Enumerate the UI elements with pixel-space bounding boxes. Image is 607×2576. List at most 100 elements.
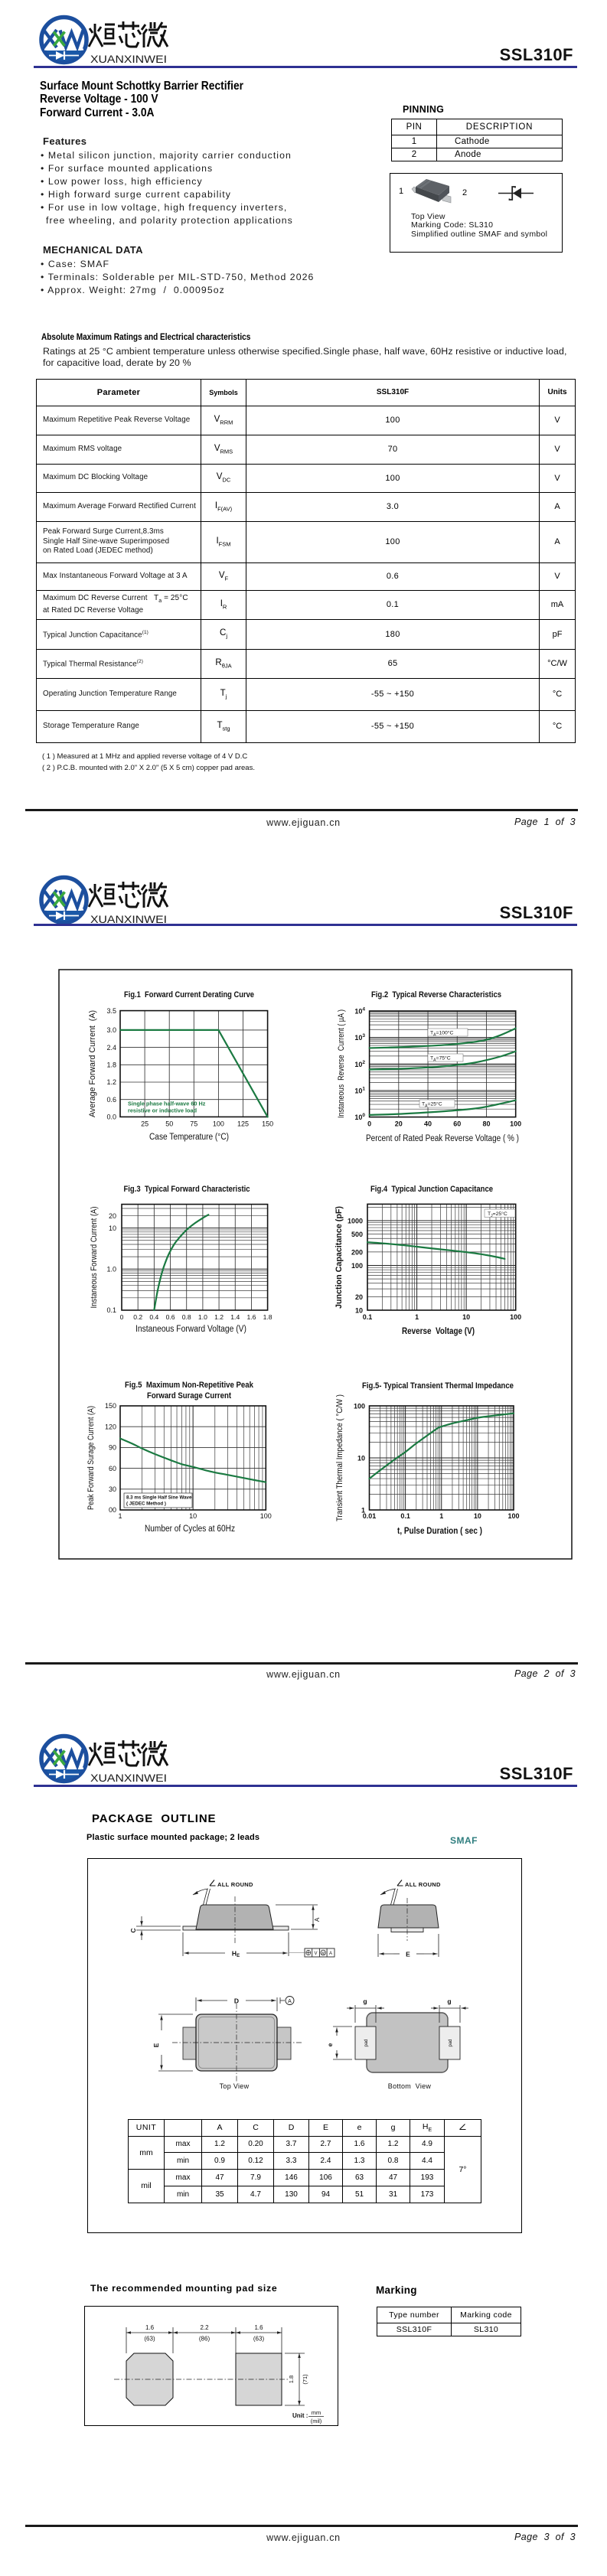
svg-text:Case Temperature (°C): Case Temperature (°C) [149, 1133, 229, 1142]
svg-text:104: 104 [354, 1007, 365, 1016]
svg-text:3.0: 3.0 [106, 1026, 116, 1034]
svg-text:0.4: 0.4 [149, 1313, 158, 1321]
svg-text:( JEDEC Method ): ( JEDEC Method ) [126, 1502, 166, 1507]
svg-text:D: D [234, 1997, 239, 2005]
svg-text:1.8: 1.8 [263, 1313, 272, 1321]
svg-text:Single phase half-wave 60 Hz: Single phase half-wave 60 Hz [128, 1101, 206, 1107]
svg-text:1.8: 1.8 [106, 1061, 116, 1069]
svg-text:100: 100 [507, 1512, 519, 1520]
svg-text:1.0: 1.0 [106, 1266, 116, 1273]
svg-text:(mil): (mil) [311, 2418, 322, 2424]
svg-text:125: 125 [237, 1120, 249, 1128]
svg-text:150: 150 [105, 1402, 116, 1410]
svg-text:60: 60 [453, 1120, 461, 1128]
svg-text:ALL ROUND: ALL ROUND [405, 1881, 441, 1888]
svg-text:Peak Forward Surage Current (A: Peak Forward Surage Current (A) [86, 1406, 96, 1510]
svg-text:(86): (86) [199, 2336, 210, 2343]
svg-text:mm: mm [312, 2409, 321, 2416]
svg-text:TA=100°C: TA=100°C [430, 1030, 454, 1038]
svg-text:60: 60 [109, 1465, 116, 1472]
svg-text:10: 10 [189, 1512, 197, 1520]
svg-text:1.8: 1.8 [288, 2375, 295, 2383]
svg-text:200: 200 [351, 1248, 363, 1256]
svg-text:M: M [321, 1952, 325, 1956]
svg-text:0.1: 0.1 [363, 1313, 373, 1321]
svg-text:E: E [152, 2043, 160, 2047]
svg-text:Transient Thermal Impedance (: Transient Thermal Impedance ( °C/W ) [335, 1394, 344, 1521]
svg-text:TA=25°C: TA=25°C [422, 1101, 442, 1109]
svg-text:1.6: 1.6 [254, 2324, 263, 2331]
svg-text:pad: pad [364, 2039, 369, 2046]
svg-text:0.2: 0.2 [133, 1313, 142, 1321]
svg-text:8.3 ms Single Half Sine Wave: 8.3 ms Single Half Sine Wave [126, 1495, 192, 1501]
svg-text:Fig.4 Typical Junction Capaci: Fig.4 Typical Junction Capacitance [370, 1185, 493, 1194]
svg-text:Junction Capacitance (pF): Junction Capacitance (pF) [335, 1206, 344, 1309]
svg-text:Fig.2 Typical Reverse Charact: Fig.2 Typical Reverse Characteristics [371, 990, 501, 999]
svg-text:10: 10 [462, 1313, 470, 1321]
svg-text:1.0: 1.0 [198, 1313, 207, 1321]
svg-text:Instaneous Forward Voltage (V): Instaneous Forward Voltage (V) [135, 1325, 246, 1334]
svg-text:3.5: 3.5 [106, 1007, 116, 1015]
svg-text:Fig.5 Maximum Non-Repetitive: Fig.5 Maximum Non-Repetitive Peak [125, 1381, 254, 1390]
svg-text:1: 1 [415, 1313, 419, 1321]
svg-text:C: C [129, 1928, 137, 1932]
svg-text:120: 120 [105, 1423, 116, 1430]
svg-text:100: 100 [354, 1113, 365, 1121]
svg-text:1: 1 [439, 1512, 443, 1520]
svg-text:2.2: 2.2 [200, 2324, 209, 2331]
svg-text:10: 10 [355, 1306, 363, 1314]
svg-text:t, Pulse Duration ( sec ): t, Pulse Duration ( sec ) [397, 1527, 482, 1536]
svg-text:0.0: 0.0 [106, 1114, 116, 1121]
svg-text:Unit :: Unit : [292, 2412, 308, 2419]
svg-text:50: 50 [165, 1120, 173, 1128]
svg-text:1.2: 1.2 [214, 1313, 224, 1321]
svg-text:80: 80 [482, 1120, 490, 1128]
svg-text:A: A [329, 1952, 332, 1956]
svg-text:90: 90 [109, 1444, 116, 1452]
svg-text:2.4: 2.4 [106, 1044, 116, 1052]
svg-text:10: 10 [474, 1512, 481, 1520]
svg-text:pad: pad [449, 2039, 453, 2046]
svg-text:102: 102 [354, 1060, 365, 1068]
svg-text:101: 101 [354, 1086, 365, 1094]
svg-text:00: 00 [109, 1506, 116, 1514]
svg-text:0.8: 0.8 [182, 1313, 191, 1321]
svg-text:100: 100 [510, 1313, 521, 1321]
svg-text:100: 100 [510, 1120, 521, 1128]
svg-text:0.1: 0.1 [400, 1512, 410, 1520]
svg-text:103: 103 [354, 1033, 365, 1042]
svg-text:ALL ROUND: ALL ROUND [217, 1881, 253, 1888]
svg-text:20: 20 [395, 1120, 403, 1128]
svg-text:20: 20 [355, 1293, 363, 1301]
svg-text:40: 40 [424, 1120, 432, 1128]
svg-text:1: 1 [361, 1506, 365, 1514]
svg-text:g: g [447, 1997, 451, 2005]
svg-text:1.6: 1.6 [145, 2324, 155, 2331]
svg-text:0.1: 0.1 [106, 1306, 116, 1314]
svg-text:A: A [288, 1999, 292, 2004]
svg-text:0.6: 0.6 [166, 1313, 175, 1321]
svg-text:(63): (63) [253, 2336, 265, 2343]
svg-text:Instaneous Forward Current (A): Instaneous Forward Current (A) [90, 1207, 99, 1309]
svg-text:75: 75 [190, 1120, 197, 1128]
svg-text:Instaneous Reverse Current (: Instaneous Reverse Current ( µA ) [337, 1009, 346, 1118]
svg-text:TJ=25°C: TJ=25°C [488, 1211, 507, 1218]
svg-text:Top View: Top View [220, 2082, 250, 2090]
svg-text:Fig.5- Typical Transient Therm: Fig.5- Typical Transient Thermal Impedan… [362, 1381, 514, 1391]
svg-text:(63): (63) [144, 2336, 155, 2343]
svg-text:resistive or inductive load: resistive or inductive load [128, 1107, 197, 1114]
svg-text:100: 100 [351, 1262, 363, 1270]
svg-text:0.01: 0.01 [363, 1512, 377, 1520]
svg-text:1: 1 [118, 1512, 122, 1520]
svg-text:25: 25 [141, 1120, 148, 1128]
svg-text:HE: HE [232, 1949, 240, 1958]
svg-text:Fig.1 Forward Current Deratin: Fig.1 Forward Current Derating Curve [124, 990, 254, 999]
svg-text:V: V [314, 1952, 317, 1956]
svg-text:Average Forward Current (A): Average Forward Current (A) [88, 1010, 97, 1117]
svg-text:TA=75°C: TA=75°C [430, 1055, 451, 1063]
svg-text:1000: 1000 [348, 1217, 363, 1224]
svg-text:10: 10 [357, 1454, 365, 1462]
svg-text:20: 20 [109, 1212, 116, 1220]
svg-text:(71): (71) [302, 2374, 308, 2385]
svg-text:30: 30 [109, 1485, 116, 1493]
